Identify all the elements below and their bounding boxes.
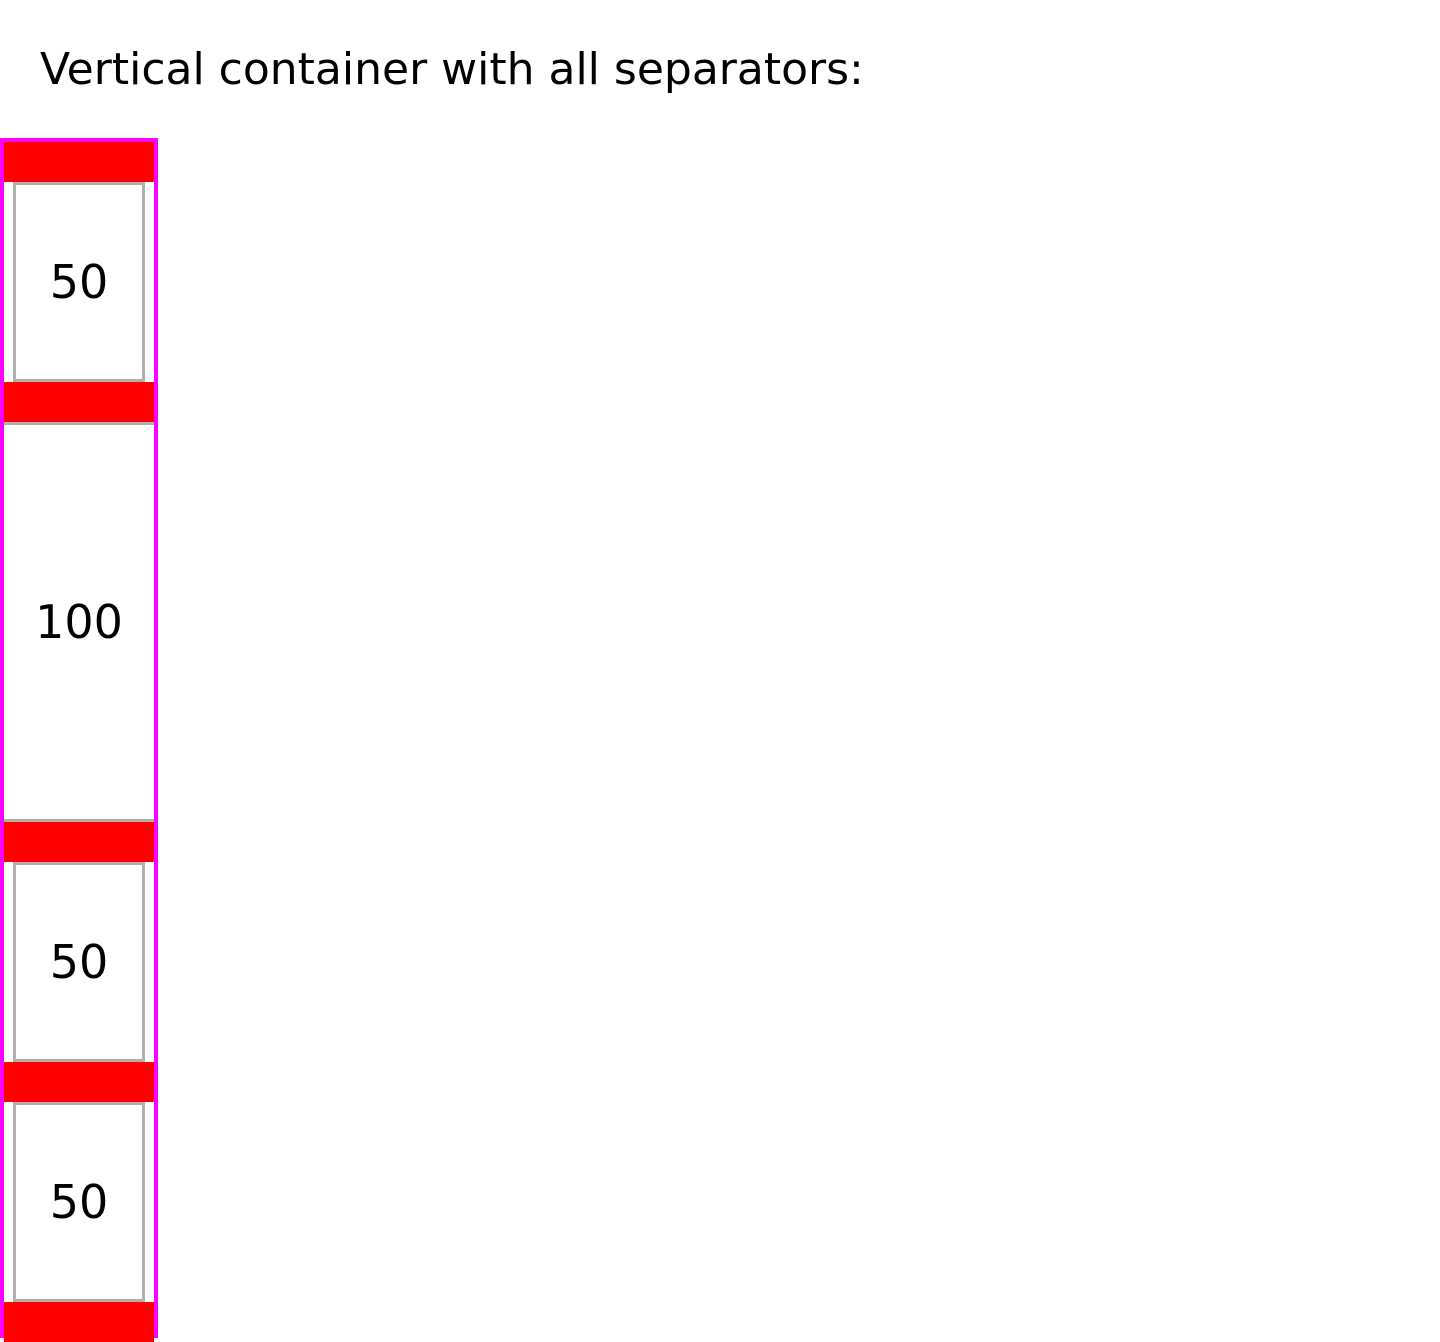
vertical-container: 50 100 50 50 xyxy=(0,138,158,1342)
container-item: 100 xyxy=(4,422,154,822)
separator xyxy=(4,822,154,862)
separator xyxy=(4,1302,154,1342)
page-title: Vertical container with all separators: xyxy=(40,44,864,95)
separator xyxy=(4,382,154,422)
container-item: 50 xyxy=(13,182,145,382)
separator xyxy=(4,1062,154,1102)
container-item: 50 xyxy=(13,862,145,1062)
container-item: 50 xyxy=(13,1102,145,1302)
separator xyxy=(4,142,154,182)
